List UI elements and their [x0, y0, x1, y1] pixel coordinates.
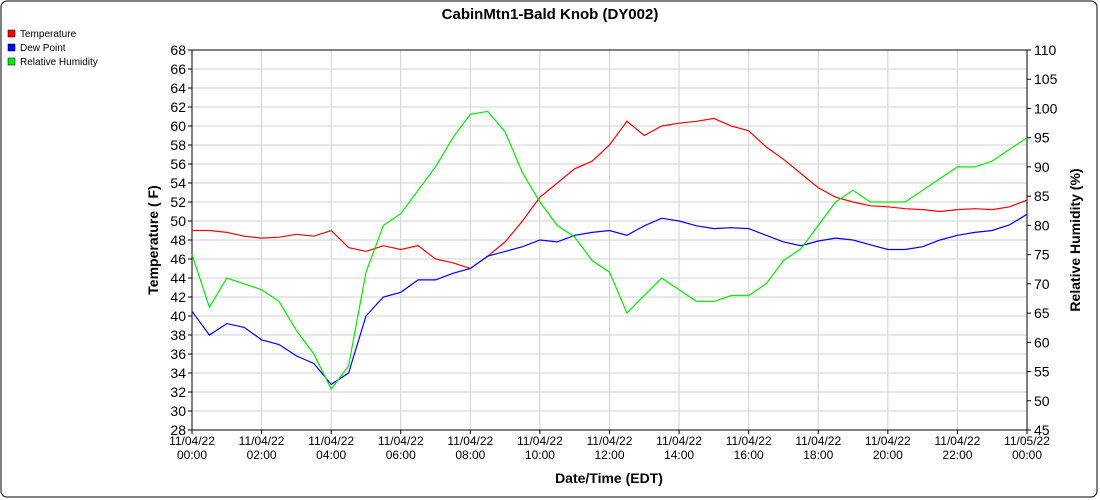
y-tick-label: 36	[170, 346, 186, 362]
y2-tick-label: 55	[1034, 364, 1050, 380]
series-line	[192, 117, 1028, 270]
y-tick-label: 58	[170, 137, 186, 153]
x-tick-label: 11/04/22 10:00	[517, 434, 563, 462]
y-axis-title: Temperature ( F)	[145, 185, 161, 294]
legend-swatch	[7, 29, 16, 38]
y-tick-label: 50	[170, 213, 186, 229]
x-tick-label: 11/04/22 04:00	[308, 434, 354, 462]
y-tick-label: 28	[170, 422, 186, 438]
y-tick-label: 64	[170, 80, 186, 96]
y-tick-label: 60	[170, 118, 186, 134]
y-tick-label: 56	[170, 156, 186, 172]
y2-tick-label: 80	[1034, 217, 1050, 233]
y2-tick-label: 65	[1034, 305, 1050, 321]
legend-label: Dew Point	[20, 43, 66, 54]
x-tick-label: 11/05/22 00:00	[1004, 434, 1050, 462]
y2-axis-title: Relative Humidity (%)	[1067, 168, 1083, 311]
x-tick-label: 11/04/22 16:00	[726, 434, 772, 462]
y-tick-label: 52	[170, 194, 186, 210]
legend-label: Temperature	[20, 29, 77, 40]
x-tick-label: 11/04/22 22:00	[935, 434, 981, 462]
series-line	[191, 213, 1028, 386]
plot-frame	[191, 49, 1028, 431]
y-tick-label: 66	[170, 61, 186, 77]
y2-tick-label: 70	[1034, 276, 1050, 292]
y2-tick-label: 100	[1034, 100, 1058, 116]
y-tick-label: 62	[170, 99, 186, 115]
y-tick-label: 44	[170, 270, 186, 286]
y-tick-label: 30	[170, 403, 186, 419]
x-tick-label: 11/04/22 08:00	[447, 434, 493, 462]
legend-swatch	[7, 43, 16, 52]
x-tick-label: 11/04/22 18:00	[795, 434, 841, 462]
x-tick-label: 11/04/22 20:00	[865, 434, 911, 462]
y2-tick-label: 95	[1034, 130, 1050, 146]
y2-tick-label: 110	[1034, 42, 1057, 58]
y2-tick-label: 85	[1034, 188, 1050, 204]
y2-tick-label: 45	[1034, 422, 1050, 438]
y-tick-label: 34	[170, 365, 186, 381]
y-tick-label: 38	[170, 327, 186, 343]
y-tick-label: 32	[170, 384, 186, 400]
y-tick-label: 42	[170, 289, 186, 305]
y-tick-label: 48	[170, 232, 186, 248]
x-axis-title: Date/Time (EDT)	[555, 470, 663, 486]
legend-swatch	[7, 57, 16, 66]
y-tick-label: 68	[170, 42, 186, 58]
x-tick-label: 11/04/22 02:00	[239, 434, 285, 462]
y2-tick-label: 60	[1034, 334, 1050, 350]
y2-tick-label: 75	[1034, 247, 1050, 263]
y2-tick-label: 90	[1034, 159, 1050, 175]
chart-title: CabinMtn1-Bald Knob (DY002)	[442, 6, 659, 23]
x-tick-label: 11/04/22 06:00	[378, 434, 424, 462]
y2-tick-label: 50	[1034, 393, 1050, 409]
y-tick-label: 46	[170, 251, 186, 267]
y-tick-label: 54	[170, 175, 186, 191]
y-tick-label: 40	[170, 308, 186, 324]
y2-tick-label: 105	[1034, 71, 1058, 87]
x-tick-label: 11/04/22 12:00	[587, 434, 633, 462]
legend-label: Relative Humidity	[20, 57, 98, 68]
x-tick-label: 11/04/22 00:00	[169, 434, 215, 462]
series-line	[191, 110, 1028, 391]
x-tick-label: 11/04/22 14:00	[656, 434, 702, 462]
